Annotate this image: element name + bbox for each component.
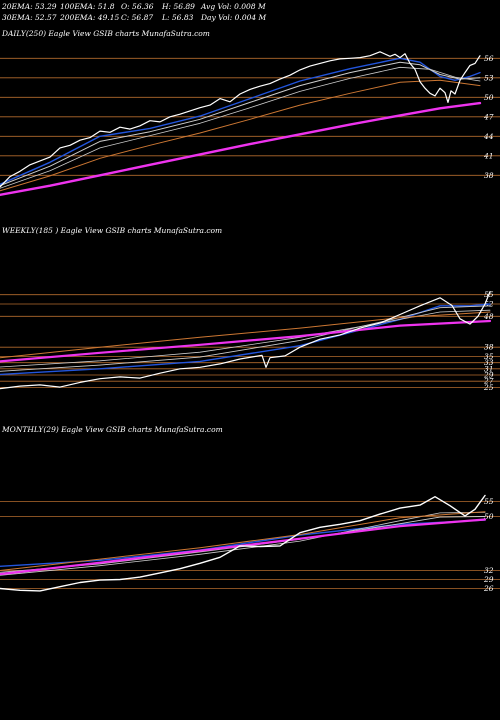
monthly-50-ema-line [0,511,486,576]
monthly-tick-label: 55 [484,497,494,506]
weekly-chart-panel: WEEKLY(185 ) Eagle View GSIB charts Muna… [0,226,500,392]
stat-20ema: 20EMA: 53.29 [1,2,57,11]
daily-tick-label: 41 [483,151,494,160]
stat-low: L: 56.83 [161,13,194,22]
weekly-tick-label: 48 [483,312,494,321]
weekly-tick-label: 27 [483,377,494,386]
stat-avg-vol: Avg Vol: 0.008 M [200,2,266,11]
monthly-chart-title: MONTHLY(29) Eagle View GSIB charts Munaf… [1,425,223,434]
monthly-200-ema-line [0,518,487,576]
weekly-tick-label: 25 [483,383,494,392]
stat-close: C: 56.87 [121,13,153,22]
daily-200-ema-line [0,101,482,196]
monthly-tick-label: 29 [483,575,494,584]
daily-tick-label: 50 [484,93,494,102]
monthly-100-ema-line [0,511,486,571]
weekly-tick-label: 33 [484,358,494,367]
daily-chart-panel: DAILY(250) Eagle View GSIB charts Munafa… [0,29,500,196]
weekly-50-ema-line [0,309,491,368]
monthly-tick-label: 32 [484,566,494,575]
daily-price-line [0,51,481,188]
weekly-200-ema-line [0,319,492,363]
weekly-price-line [0,291,491,390]
weekly-tick-label: 35 [484,352,494,361]
daily-100-ema-line [0,79,481,192]
weekly-chart-title: WEEKLY(185 ) Eagle View GSIB charts Muna… [2,226,222,235]
monthly-tick-label: 26 [483,584,494,593]
daily-tick-label: 44 [483,132,494,141]
stat-day-vol: Day Vol: 0.004 M [200,13,267,22]
weekly-tick-label: 38 [484,343,494,352]
stat-open: O: 56.36 [121,2,154,11]
daily-50-ema-line [0,66,481,189]
daily-tick-label: 38 [484,171,494,180]
daily-tick-label: 47 [483,112,494,121]
daily-20-ema-line [0,57,481,185]
header-stats: 20EMA: 53.29 100EMA: 51.8 O: 56.36 H: 56… [1,2,267,22]
monthly-price-line [0,494,486,592]
weekly-30-ema-line [0,305,491,372]
stat-high: H: 56.89 [161,2,195,11]
monthly-tick-label: 50 [484,512,494,521]
stat-200ema: 200EMA: 49.15 [59,13,119,22]
daily-30-ema-line [0,61,481,187]
daily-chart-title: DAILY(250) Eagle View GSIB charts Munafa… [1,29,210,38]
daily-tick-label: 56 [484,54,494,63]
weekly-20-ema-line [0,303,491,376]
weekly-100-ema-line [0,311,491,359]
weekly-tick-label: 29 [483,371,494,380]
stat-30ema: 30EMA: 52.57 [2,13,57,22]
monthly-chart-panel: MONTHLY(29) Eagle View GSIB charts Munaf… [0,425,500,593]
stat-100ema: 100EMA: 51.8 [60,2,115,11]
daily-tick-label: 53 [484,73,494,82]
weekly-tick-label: 31 [484,364,494,373]
